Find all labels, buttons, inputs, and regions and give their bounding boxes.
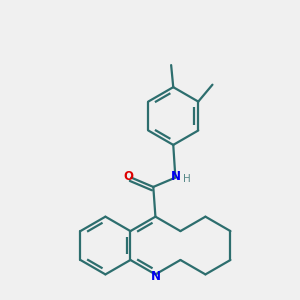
Text: H: H xyxy=(183,174,191,184)
Text: O: O xyxy=(123,170,133,183)
Text: N: N xyxy=(170,170,180,183)
Text: N: N xyxy=(150,270,161,283)
